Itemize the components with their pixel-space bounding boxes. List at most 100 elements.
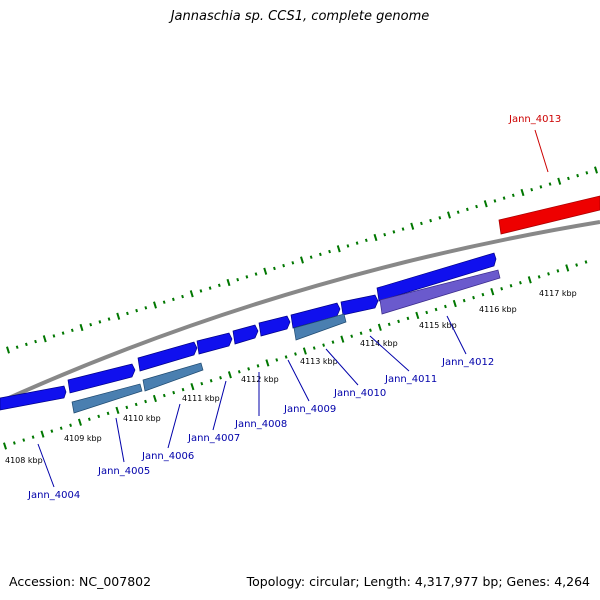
gene-leader-line	[37, 443, 55, 488]
gene-labels: Jann_4004 Jann_4005 Jann_4006 Jann_4007 Jann…	[27, 114, 561, 501]
minor-tick	[465, 207, 469, 212]
major-tick	[557, 177, 562, 185]
major-tick	[115, 406, 120, 415]
minor-tick	[369, 328, 372, 332]
major-tick	[40, 430, 45, 438]
minor-tick	[236, 277, 240, 282]
minor-tick	[530, 187, 534, 192]
major-tick	[302, 347, 307, 355]
gene-label: Jann_4012	[441, 357, 494, 368]
tick-label: 4110 kbp	[123, 414, 161, 423]
major-tick	[527, 276, 532, 284]
major-tick	[377, 323, 382, 331]
minor-tick	[50, 429, 54, 433]
minor-tick	[481, 292, 485, 297]
minor-tick	[134, 402, 138, 407]
minor-tick	[331, 340, 335, 344]
minor-tick	[575, 263, 579, 267]
gene-jann-4005	[67, 363, 136, 394]
gene-label: Jann_4011	[384, 374, 437, 385]
major-tick	[373, 233, 378, 242]
minor-tick	[493, 199, 497, 203]
minor-tick	[309, 255, 313, 259]
minor-tick	[217, 283, 221, 288]
minor-tick	[126, 311, 129, 316]
minor-tick	[585, 171, 589, 175]
gene-jann-4006-alt	[142, 362, 204, 392]
major-tick	[116, 312, 121, 320]
minor-tick	[247, 367, 251, 371]
genome-backbone	[0, 220, 600, 404]
minor-tick	[107, 317, 111, 321]
minor-tick	[576, 173, 580, 178]
minor-tick	[144, 306, 148, 310]
gene-label: Jann_4004	[27, 490, 80, 501]
gene-label: Jann_4005	[97, 466, 150, 477]
minor-tick	[15, 345, 19, 349]
minor-tick	[518, 281, 522, 285]
minor-tick	[346, 244, 350, 248]
gene-label: Jann_4013	[508, 114, 561, 125]
major-tick	[483, 200, 488, 208]
major-tick	[79, 323, 84, 332]
major-tick	[6, 346, 10, 354]
major-tick	[153, 301, 157, 309]
gene-leader-line	[115, 417, 125, 463]
minor-tick	[273, 266, 276, 271]
minor-tick	[294, 352, 297, 356]
major-tick	[77, 418, 82, 426]
major-tick	[452, 299, 457, 308]
outer-tick-row	[6, 166, 598, 354]
gene-label: Jann_4006	[141, 451, 194, 462]
tick-label: 4117 kbp	[539, 289, 577, 298]
minor-tick	[69, 423, 73, 427]
inner-tick-row	[2, 260, 588, 450]
major-tick	[2, 442, 8, 450]
minor-tick	[322, 343, 326, 347]
major-tick	[190, 383, 195, 391]
minor-tick	[199, 289, 203, 293]
minor-tick	[237, 370, 241, 374]
minor-tick	[350, 334, 354, 338]
minor-tick	[406, 316, 410, 321]
major-tick	[263, 267, 268, 275]
minor-tick	[434, 307, 438, 312]
tick-label: 4115 kbp	[419, 321, 457, 330]
accession-text: Accession: NC_007802	[9, 574, 152, 589]
gene-leader-line	[325, 348, 359, 386]
gene-jann-4006	[137, 341, 198, 372]
minor-tick	[70, 328, 74, 333]
major-tick	[410, 222, 415, 230]
gene-jann-4005-alt	[71, 383, 143, 414]
minor-tick	[34, 339, 37, 344]
minor-tick	[254, 272, 258, 276]
major-tick	[336, 245, 341, 253]
minor-tick	[200, 381, 204, 386]
forward-strand-genes-row2	[71, 269, 501, 414]
minor-tick	[502, 196, 506, 200]
map-title: Jannaschia sp. CCS1, complete genome	[170, 9, 430, 24]
minor-tick	[444, 304, 447, 309]
minor-tick	[24, 342, 28, 347]
major-tick	[300, 256, 304, 264]
minor-tick	[98, 320, 102, 324]
tick-label: 4108 kbp	[5, 456, 43, 465]
gene-jann-4010	[290, 302, 341, 329]
minor-tick	[171, 297, 175, 302]
minor-tick	[312, 346, 316, 350]
minor-tick	[420, 221, 423, 226]
minor-tick	[567, 176, 570, 181]
tick-label: 4109 kbp	[64, 434, 102, 443]
minor-tick	[61, 331, 65, 335]
major-tick	[520, 188, 525, 197]
minor-tick	[89, 322, 93, 327]
minor-tick	[135, 308, 139, 313]
gene-leader-line	[212, 380, 227, 431]
minor-tick	[401, 227, 405, 231]
minor-tick	[397, 319, 400, 324]
minor-tick	[162, 300, 166, 304]
major-tick	[42, 335, 47, 343]
gene-leader-line	[167, 403, 181, 449]
minor-tick	[318, 252, 322, 257]
